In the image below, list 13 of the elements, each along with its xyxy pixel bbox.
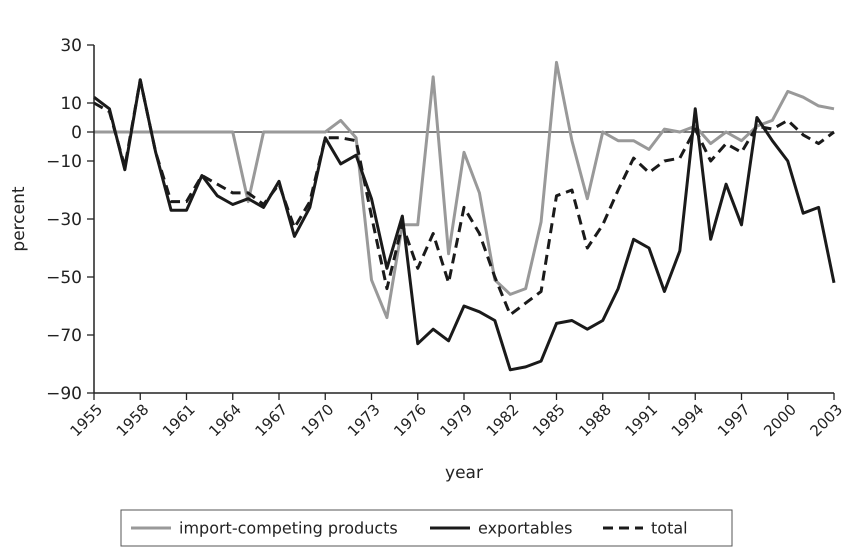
legend-label: import-competing products	[179, 518, 398, 538]
y-tick-label: 0	[71, 122, 82, 143]
y-tick-label: −70	[46, 326, 82, 346]
y-tick-label: 10	[60, 94, 82, 114]
y-axis-title: percent	[9, 186, 29, 252]
y-tick-label: −90	[46, 384, 82, 404]
legend-label: exportables	[478, 518, 572, 538]
legend-label: total	[651, 518, 688, 538]
y-tick-label: 30	[60, 36, 82, 56]
y-tick-label: −10	[46, 152, 82, 172]
x-axis-title: year	[445, 463, 483, 483]
y-tick-label: −50	[46, 268, 82, 288]
y-tick-label: −30	[46, 210, 82, 230]
